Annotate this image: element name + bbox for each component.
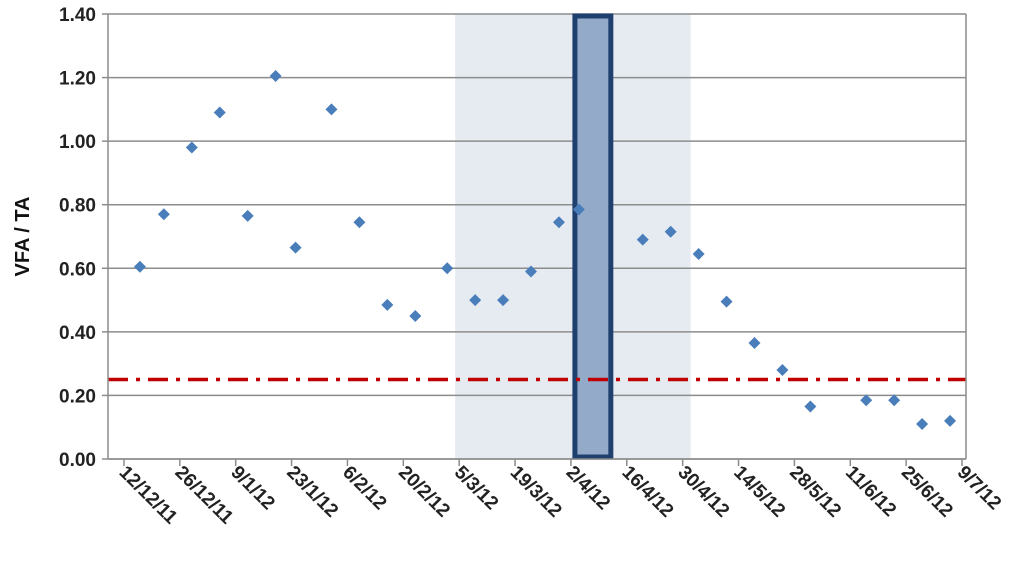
- y-tick-label: 1.20: [59, 69, 96, 90]
- data-point: [804, 400, 817, 413]
- data-point: [552, 216, 565, 229]
- data-point: [269, 69, 282, 82]
- x-tick-label: 25/6/12: [897, 462, 957, 522]
- x-tick-label: 23/1/12: [282, 462, 342, 522]
- data-point: [381, 298, 394, 311]
- data-point: [888, 394, 901, 407]
- x-tick-label: 12/12/11: [115, 462, 182, 529]
- x-tick-label: 14/5/12: [729, 462, 789, 522]
- data-point: [133, 260, 146, 273]
- x-tick-label: 9/1/12: [227, 462, 279, 514]
- y-tick-label: 0.00: [59, 450, 96, 471]
- data-point: [636, 233, 649, 246]
- data-point: [185, 141, 198, 154]
- data-point: [720, 295, 733, 308]
- x-tick-label: 20/2/12: [394, 462, 454, 522]
- y-tick-label: 1.40: [59, 5, 96, 26]
- x-tick-label: 2/4/12: [562, 462, 614, 514]
- x-tick-label: 5/3/12: [450, 462, 502, 514]
- data-point: [409, 309, 422, 322]
- x-tick-label: 19/3/12: [506, 462, 566, 522]
- data-point: [325, 103, 338, 116]
- y-tick-label: 0.40: [59, 323, 96, 344]
- data-point: [157, 208, 170, 221]
- data-point: [469, 294, 482, 307]
- data-point: [497, 294, 510, 307]
- highlight-box: [572, 13, 614, 460]
- x-tick-label: 9/7/12: [953, 462, 1005, 514]
- x-tick-label: 26/12/11: [171, 462, 238, 529]
- x-tick-label: 16/4/12: [618, 462, 678, 522]
- data-point: [289, 241, 302, 254]
- x-tick-label: 28/5/12: [785, 462, 845, 522]
- y-axis-label: VFA / TA: [12, 197, 34, 277]
- y-tick-label: 0.80: [59, 196, 96, 217]
- data-point: [944, 414, 957, 427]
- data-point: [664, 225, 677, 238]
- x-tick-label: 11/6/12: [841, 462, 900, 521]
- data-point: [916, 418, 929, 431]
- data-point: [441, 262, 454, 275]
- data-point: [241, 209, 254, 222]
- data-point: [572, 203, 585, 216]
- data-point: [776, 364, 789, 376]
- y-tick-label: 1.00: [59, 132, 96, 153]
- x-tick-label: 30/4/12: [673, 462, 733, 522]
- data-point: [748, 336, 761, 349]
- y-tick-label: 0.20: [59, 386, 96, 407]
- data-point: [860, 394, 873, 407]
- data-point: [692, 247, 705, 260]
- data-point: [353, 216, 366, 229]
- data-point: [525, 265, 538, 278]
- x-tick-label: 6/2/12: [338, 462, 390, 514]
- data-point: [213, 106, 226, 119]
- y-tick-label: 0.60: [59, 259, 96, 280]
